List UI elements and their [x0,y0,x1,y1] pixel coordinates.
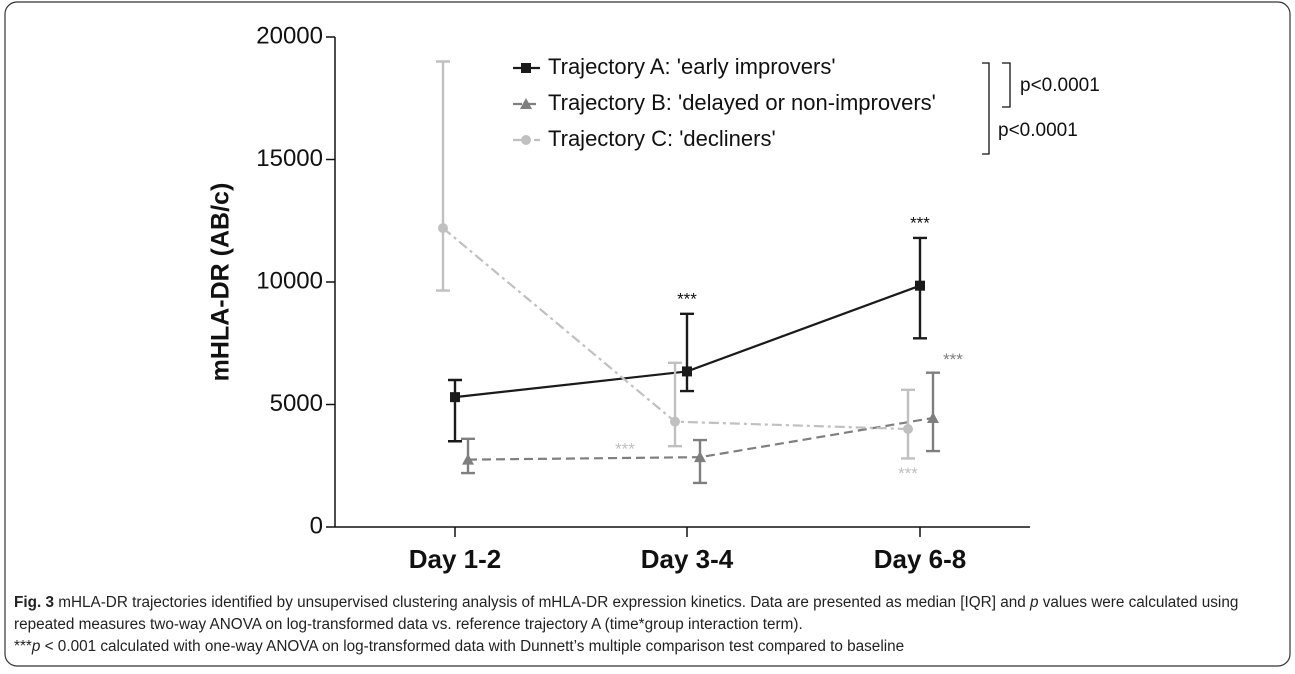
legend-marker [521,135,531,145]
y-tick-label: 0 [310,512,323,539]
caption-text: mHLA-DR trajectories identified by unsup… [53,594,1030,611]
caption: Fig. 3 mHLA-DR trajectories identified b… [14,592,1282,658]
y-axis-label: mHLA-DR (AB/c) [207,183,235,382]
data-point [438,223,448,234]
brackets [982,62,1011,155]
significance-label: *** [943,350,963,369]
p-value: p<0.0001 [1020,75,1100,96]
data-point [670,416,680,427]
significance-label: *** [615,440,635,459]
legend-marker [520,98,532,109]
data-point [450,392,460,403]
error-bar [448,378,462,443]
error-bar [668,361,682,448]
data-point [927,411,939,423]
x-tick-label: Day 6-8 [874,544,967,574]
error-bar [680,312,694,393]
error-bar [926,371,940,453]
caption-text: < 0.001 calculated with one-way ANOVA on… [40,638,905,655]
caption-text: p [1030,594,1039,611]
significance-label: *** [898,464,918,483]
p-value: p<0.0001 [998,120,1078,141]
significance-label: *** [677,289,697,308]
legend-label: Trajectory B: 'delayed or non-improvers' [548,90,936,115]
x-tick-label: Day 3-4 [641,544,734,574]
caption-label: Fig. 3 [14,594,54,611]
bracket [1002,62,1011,108]
data-point [694,451,706,463]
y-tick-label: 10000 [256,267,323,294]
caption-text: p [31,638,41,655]
bracket [982,62,990,155]
legend-marker [521,63,531,73]
x-tick-label: Day 1-2 [409,544,502,574]
data-point [682,366,692,377]
y-tick-label: 5000 [270,390,323,417]
legend-label: Trajectory A: 'early improvers' [548,54,836,79]
y-tick-label: 20000 [256,22,323,49]
caption-text: values were calculated using repeated me… [14,594,1239,633]
data-point [462,453,474,465]
y-tick-label: 15000 [256,145,323,172]
frame [4,1,1291,667]
error-bar [436,60,450,292]
significance-label: *** [910,213,930,232]
legend-label: Trajectory C: 'decliners' [548,126,776,151]
caption-text: *** [14,638,32,655]
data-point [903,424,913,434]
data-point [915,280,925,291]
